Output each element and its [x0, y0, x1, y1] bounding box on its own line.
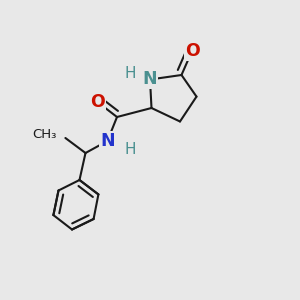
Text: H: H — [125, 66, 136, 81]
Text: CH₃: CH₃ — [32, 128, 56, 142]
Text: O: O — [90, 93, 105, 111]
Text: O: O — [184, 42, 200, 60]
Text: H: H — [125, 142, 136, 158]
Text: N: N — [100, 132, 115, 150]
Text: N: N — [143, 70, 157, 88]
